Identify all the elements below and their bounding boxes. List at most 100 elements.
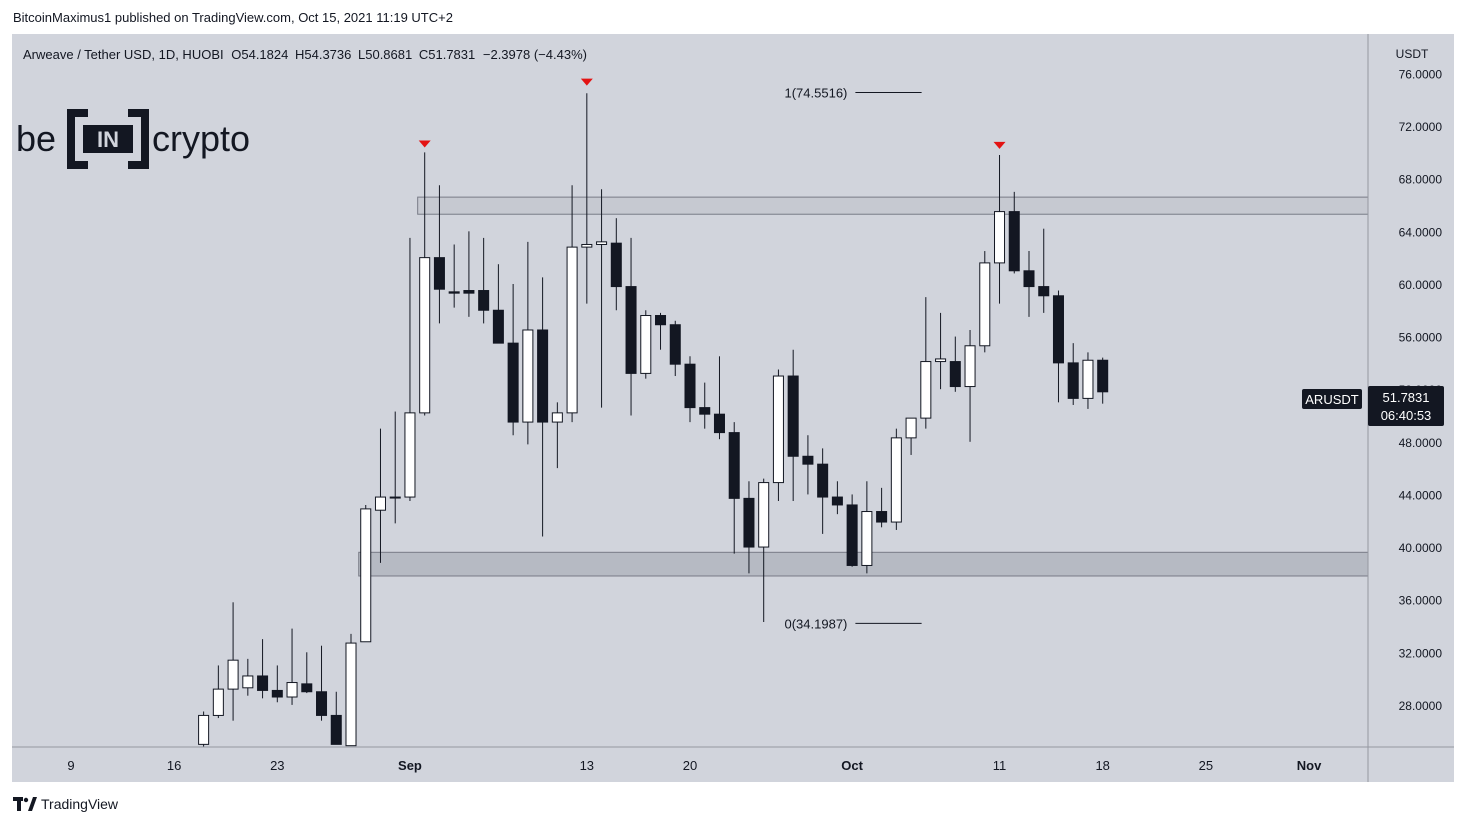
candle-body[interactable]	[728, 432, 740, 499]
candle-body[interactable]	[994, 211, 1006, 264]
candle-body[interactable]	[522, 329, 534, 423]
legend-close-label: C	[419, 47, 428, 62]
beincrypto-logo: be IN crypto	[16, 109, 250, 169]
fib-level-label: 1(74.5516)	[785, 86, 848, 101]
candle-body[interactable]	[198, 714, 210, 745]
candle-body[interactable]	[920, 361, 932, 419]
candle-body[interactable]	[802, 455, 814, 465]
candle-body[interactable]	[964, 345, 976, 388]
candle-body[interactable]	[301, 683, 313, 693]
candle-body[interactable]	[507, 342, 519, 423]
logo-be: be	[16, 118, 56, 159]
time-tick-label: 25	[1199, 758, 1213, 773]
candle-body[interactable]	[979, 262, 991, 347]
candle-body[interactable]	[684, 363, 696, 409]
candle-body[interactable]	[212, 688, 224, 716]
symbol-badge	[1302, 389, 1362, 409]
resistance-marker-icon	[580, 78, 593, 86]
price-tick-label: 32.0000	[1399, 646, 1443, 660]
legend-open-label: O	[231, 47, 241, 62]
candle-body[interactable]	[404, 412, 416, 498]
candle-body[interactable]	[478, 290, 490, 311]
candle-body[interactable]	[286, 682, 298, 698]
candle-body[interactable]	[1052, 295, 1064, 364]
time-tick-label: 9	[67, 758, 74, 773]
candle-body[interactable]	[345, 642, 357, 747]
resistance-marker-icon	[993, 141, 1006, 149]
time-tick-label: 13	[580, 758, 594, 773]
candle-body[interactable]	[271, 689, 283, 698]
candle-body[interactable]	[1008, 211, 1020, 272]
candle-body[interactable]	[713, 413, 725, 434]
legend-symbol: Arweave / Tether USD, 1D, HUOBI	[23, 47, 224, 62]
legend-high-label: H	[295, 47, 304, 62]
candle-body[interactable]	[640, 315, 652, 374]
candle-body[interactable]	[1023, 270, 1035, 288]
legend-close: 51.7831	[428, 47, 475, 62]
legend-high: 54.3736	[304, 47, 351, 62]
price-tick-label: 36.0000	[1399, 594, 1443, 608]
chart-background	[12, 34, 1454, 782]
candle-body[interactable]	[876, 511, 888, 523]
legend-open: 54.1824	[241, 47, 288, 62]
candle-body[interactable]	[905, 417, 917, 439]
candle-body[interactable]	[330, 714, 342, 745]
last-price-value: 51.7831	[1383, 390, 1430, 405]
candle-body[interactable]	[581, 243, 593, 248]
candle-body[interactable]	[596, 241, 608, 245]
candle-body[interactable]	[743, 497, 755, 548]
price-badge	[1368, 386, 1444, 426]
candle-body[interactable]	[935, 358, 947, 363]
candle-body[interactable]	[655, 315, 667, 326]
candle-body[interactable]	[625, 286, 637, 374]
footer[interactable]: TradingView	[13, 796, 118, 812]
candle-body[interactable]	[861, 511, 873, 566]
candle-body[interactable]	[448, 291, 460, 294]
candle-body[interactable]	[831, 496, 843, 506]
candle-body[interactable]	[433, 257, 445, 290]
candle-body[interactable]	[1097, 359, 1109, 393]
candle-body[interactable]	[566, 246, 578, 414]
candle-body[interactable]	[1038, 286, 1050, 297]
candle-body[interactable]	[316, 691, 328, 716]
candlestick-chart[interactable]: 1(74.5516) 0(34.1987) USDT 76.0000 72.0000…	[12, 34, 1454, 782]
time-tick-label: 11	[993, 758, 1007, 773]
legend-low: 50.8681	[365, 47, 412, 62]
range-zone[interactable]	[417, 196, 1369, 215]
price-tick-label: 44.0000	[1399, 488, 1443, 502]
candle-body[interactable]	[374, 496, 386, 511]
candle-body[interactable]	[787, 375, 799, 457]
footer-brand[interactable]: TradingView	[41, 796, 119, 812]
candle-body[interactable]	[419, 257, 431, 414]
candle-body[interactable]	[360, 508, 372, 643]
candle-body[interactable]	[949, 361, 961, 388]
candle-body[interactable]	[492, 309, 504, 344]
tradingview-logo-icon	[13, 797, 37, 811]
candle-body[interactable]	[1067, 362, 1079, 399]
candle-body[interactable]	[257, 675, 269, 691]
candle-body[interactable]	[817, 463, 829, 498]
price-tick-label: 56.0000	[1399, 331, 1443, 345]
candle-body[interactable]	[610, 242, 622, 288]
price-tick-label: 40.0000	[1399, 541, 1443, 555]
candle-body[interactable]	[1082, 359, 1094, 399]
candle-body[interactable]	[389, 496, 401, 499]
candle-body[interactable]	[227, 659, 239, 690]
candle-body[interactable]	[551, 412, 563, 423]
chart-legend: Arweave / Tether USD, 1D, HUOBI O54.1824…	[23, 47, 587, 62]
chart-frame[interactable]: 1(74.5516) 0(34.1987) USDT 76.0000 72.0000…	[12, 34, 1454, 782]
candle-body[interactable]	[669, 324, 681, 365]
candle-body[interactable]	[463, 290, 475, 294]
candle-body[interactable]	[242, 675, 254, 689]
candle-body[interactable]	[699, 407, 711, 415]
candle-body[interactable]	[846, 504, 858, 566]
price-tick-label: 60.0000	[1399, 278, 1443, 292]
logo-crypto: crypto	[152, 118, 250, 159]
candle-body[interactable]	[772, 375, 784, 484]
last-price-label[interactable]: ARUSDT 51.7831 06:40:53	[1302, 386, 1444, 426]
candle-body[interactable]	[537, 329, 549, 423]
price-tick-label: 72.0000	[1399, 120, 1443, 134]
candle-body[interactable]	[758, 482, 770, 548]
logo-bracket-gap-bottom	[88, 161, 128, 169]
candle-body[interactable]	[890, 437, 902, 523]
